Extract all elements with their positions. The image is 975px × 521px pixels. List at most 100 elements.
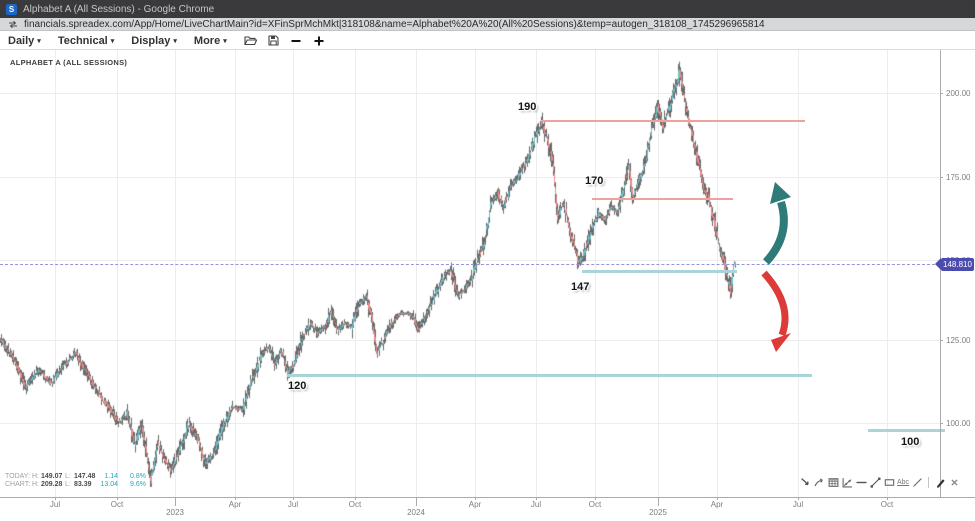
level-line-support-120[interactable] [287,374,812,377]
pointer-tool[interactable] [799,476,811,488]
window-title: Alphabet A (All Sessions) - Google Chrom… [23,3,215,15]
legend-scope: CHART: [5,481,31,488]
high-value: 209.28 [41,481,63,488]
price-tick-label: 100.00 [946,419,971,428]
high-label: H: [32,473,39,480]
legend-row: CHART: H: 209.28 L: 83.39 13.04 9.6% [5,481,146,489]
level-label-support-120: 120 [288,380,307,392]
high-label: H: [32,481,39,488]
change-value: 13.04 [100,481,118,488]
level-line-resistance-170[interactable] [592,198,733,200]
menu-display[interactable]: Display ▾ [131,35,177,47]
time-tick-label: Jul [792,500,804,509]
year-tick [175,497,176,506]
change-value: 1.14 [104,473,118,480]
price-tick-label: 125.00 [946,336,971,345]
change-percent: 0.8% [130,473,146,480]
time-tick [475,497,476,500]
menu-more[interactable]: More ▾ [194,35,227,47]
menu-label: More [193,34,221,47]
time-tick [293,497,294,500]
toolbar-separator [928,476,930,488]
level-label-resistance-190: 190 [518,101,537,113]
grid-tool[interactable] [827,476,839,488]
trendline-tool[interactable] [869,476,881,488]
chart-tool[interactable] [841,476,853,488]
close-tool[interactable] [948,476,960,488]
window-titlebar: S Alphabet A (All Sessions) - Google Chr… [0,0,975,18]
legend-row: TODAY: H: 149.07 L: 147.48 1.14 0.8% [5,473,146,481]
menu-technical[interactable]: Technical ▾ [58,35,114,47]
time-tick-label: Jul [530,500,542,509]
time-tick-label: Oct [110,500,124,509]
price-tick-label: 200.00 [946,89,971,98]
time-tick [536,497,537,500]
time-tick-label: Apr [468,500,482,509]
tab-switcher-icon[interactable] [8,20,18,29]
time-tick-label: Oct [880,500,894,509]
chart-toolbar: Daily ▾ Technical ▾ Display ▾ More ▾ [0,32,975,50]
save-icon[interactable] [268,35,279,46]
time-tick-label: Oct [348,500,362,509]
spreadex-favicon: S [6,3,17,15]
instrument-label: ALPHABET A (ALL SESSIONS) [10,58,128,67]
level-label-support-147: 147 [571,281,590,293]
menu-label: Display [131,34,171,47]
price-axis-line [940,50,941,497]
price-tick [940,423,943,424]
pencil-tool[interactable] [934,476,946,488]
low-value: 83.39 [74,481,92,488]
legend-scope: TODAY: [5,473,31,480]
price-tick [940,340,943,341]
time-tick [235,497,236,500]
menu-daily[interactable]: Daily ▾ [8,35,41,47]
current-price-badge: 148.810 [935,258,974,271]
time-tick [717,497,718,500]
time-tick-label: Jul [287,500,299,509]
time-tick-label: Oct [588,500,602,509]
text-tool[interactable]: Abc [897,478,910,486]
time-tick-label: Apr [228,500,242,509]
level-label-support-100: 100 [901,436,920,448]
dropdown-caret-icon: ▾ [110,37,115,45]
time-tick [355,497,356,500]
zoom-in-icon[interactable] [313,35,325,47]
low-label: L: [65,473,71,480]
drawing-toolbar: Abc [799,476,960,488]
url-text[interactable]: financials.spreadex.com/App/Home/LiveCha… [24,18,765,30]
zoom-out-icon[interactable] [290,35,302,47]
year-tick-label: 2024 [407,508,425,517]
level-line-support-100[interactable] [868,429,945,432]
line-tool[interactable] [911,476,923,488]
level-line-resistance-190[interactable] [541,120,805,122]
open-folder-icon[interactable] [243,35,257,46]
menu-label: Technical [57,34,108,47]
time-tick [595,497,596,500]
arrow-tool[interactable] [813,476,825,488]
dropdown-caret-icon: ▾ [223,37,227,45]
high-value: 149.07 [41,473,63,480]
current-price-line [0,264,940,265]
dropdown-caret-icon: ▾ [173,37,177,45]
candlestick-canvas[interactable] [0,50,940,497]
dropdown-caret-icon: ▾ [37,37,41,45]
level-line-support-147[interactable] [582,270,737,273]
year-tick-label: 2023 [166,508,184,517]
price-tick-label: 175.00 [946,173,971,182]
year-tick [416,497,417,506]
price-tick [940,177,943,178]
time-tick [55,497,56,500]
time-tick-label: Jul [49,500,61,509]
time-tick [887,497,888,500]
url-bar[interactable]: financials.spreadex.com/App/Home/LiveCha… [0,18,975,31]
time-tick [117,497,118,500]
change-percent: 9.6% [130,481,146,488]
price-tick [940,93,943,94]
horizontal-line-tool[interactable] [855,476,867,488]
ohlc-legend: TODAY: H: 149.07 L: 147.48 1.14 0.8% CHART: H: 20… [5,473,146,489]
menu-label: Daily [8,34,35,47]
rectangle-tool[interactable] [883,476,895,488]
time-axis-line [0,497,975,498]
